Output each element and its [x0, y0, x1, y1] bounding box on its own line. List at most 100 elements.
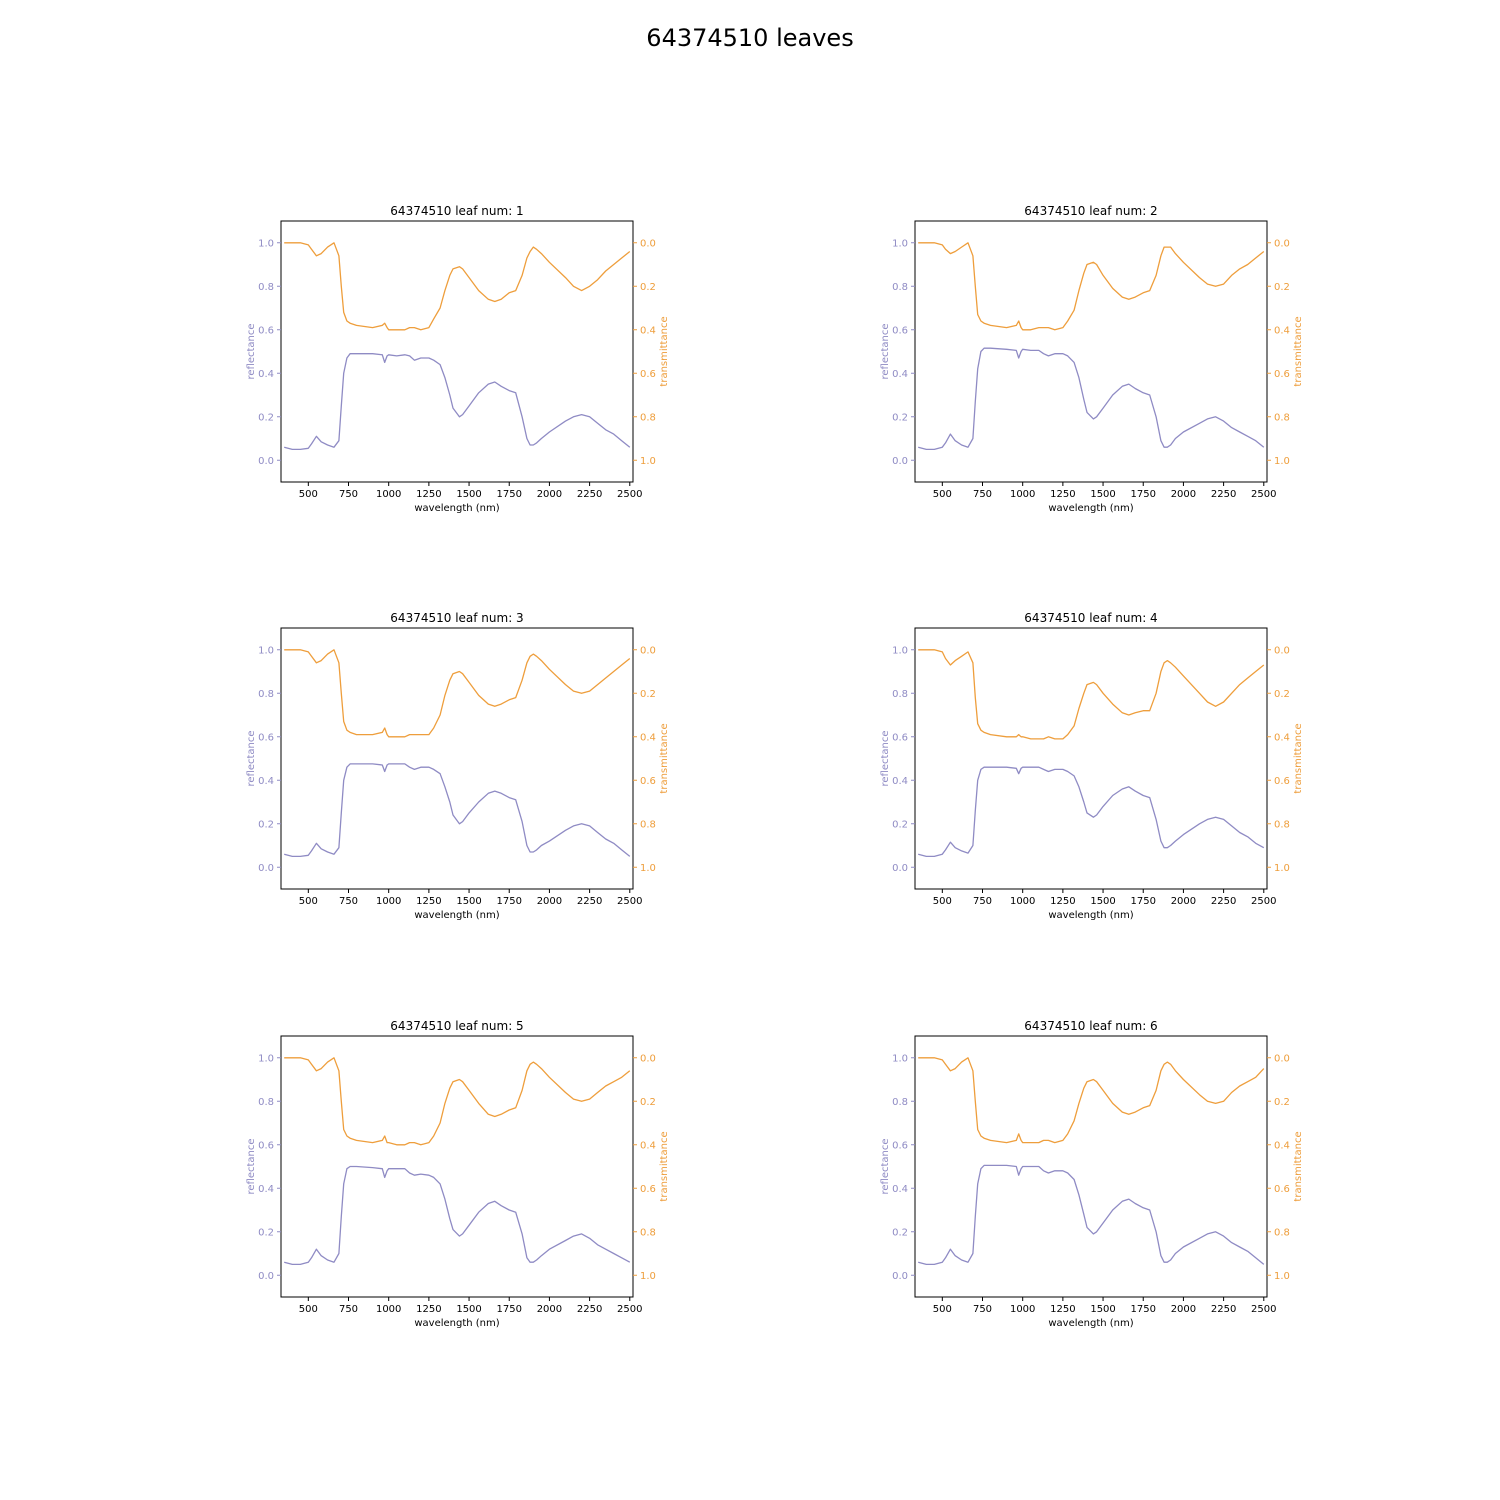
y-tick-label: 0.4	[892, 1184, 908, 1195]
y-tick-label: 0.8	[258, 282, 274, 293]
y-tick-label: 0.8	[892, 282, 908, 293]
x-tick-label: 2000	[537, 1304, 562, 1315]
reflectance-line	[284, 1165, 631, 1266]
y-tick-label: 0.4	[892, 369, 908, 380]
plot-frame	[914, 627, 1268, 890]
y2-axis-label: transmittance	[1293, 316, 1304, 386]
y2-axis-label: transmittance	[1293, 723, 1304, 793]
transmittance-line	[284, 242, 631, 331]
y2-tick-label: 0.0	[1274, 1053, 1290, 1064]
reflectance-line	[918, 347, 1265, 451]
y2-tick-label: 0.0	[640, 238, 656, 249]
y2-tick-label: 0.2	[640, 282, 656, 293]
y-tick-label: 0.0	[892, 456, 908, 467]
y-tick-label: 1.0	[258, 645, 274, 656]
plot-frame	[914, 220, 1268, 483]
y-axis-label: reflectance	[880, 323, 891, 379]
y-tick-label: 1.0	[258, 1053, 274, 1064]
y-tick-label: 1.0	[258, 238, 274, 249]
y2-tick-label: 0.8	[1274, 819, 1290, 830]
y-tick-label: 1.0	[892, 238, 908, 249]
x-tick-label: 500	[933, 896, 952, 907]
x-axis-label: wavelength (nm)	[414, 910, 499, 921]
y-tick-label: 0.2	[258, 1227, 274, 1238]
x-tick-label: 1500	[1090, 1304, 1115, 1315]
y2-tick-label: 0.6	[640, 369, 656, 380]
transmittance-line	[918, 242, 1265, 331]
y2-tick-label: 0.4	[1274, 325, 1290, 336]
x-axis-label: wavelength (nm)	[414, 1318, 499, 1329]
x-tick-label: 1000	[1010, 489, 1035, 500]
subplot-6: 64374510 leaf num: 6 500 750 1000 1250 1500 17…	[880, 1019, 1304, 1329]
y-tick-label: 0.8	[258, 689, 274, 700]
y2-tick-label: 0.2	[640, 1097, 656, 1108]
x-tick-label: 1500	[456, 489, 481, 500]
x-axis-label: wavelength (nm)	[414, 503, 499, 514]
y2-tick-label: 0.2	[640, 689, 656, 700]
x-tick-label: 1000	[376, 489, 401, 500]
x-tick-label: 2000	[1171, 1304, 1196, 1315]
y-tick-label: 0.6	[892, 325, 908, 336]
subplot-1: 64374510 leaf num: 1 500 750 1000 1250 1500 17…	[246, 204, 670, 514]
y2-axis-label: transmittance	[659, 1131, 670, 1201]
x-tick-label: 1750	[497, 1304, 522, 1315]
y2-tick-label: 0.6	[1274, 1184, 1290, 1195]
y2-axis-label: transmittance	[659, 316, 670, 386]
figure-title: 64374510 leaves	[646, 24, 854, 52]
y-tick-label: 0.8	[892, 689, 908, 700]
y-tick-label: 0.4	[258, 1184, 274, 1195]
y2-tick-label: 0.6	[640, 1184, 656, 1195]
x-tick-label: 2250	[577, 489, 602, 500]
subplot-3: 64374510 leaf num: 3 500 750 1000 1250 1500 17…	[246, 611, 670, 921]
y2-tick-label: 1.0	[640, 456, 656, 467]
y-tick-label: 1.0	[892, 1053, 908, 1064]
y2-tick-label: 1.0	[1274, 863, 1290, 874]
x-tick-label: 1250	[416, 1304, 441, 1315]
y-axis-label: reflectance	[880, 1138, 891, 1194]
x-tick-label: 1250	[416, 489, 441, 500]
subplot-title: 64374510 leaf num: 1	[390, 204, 523, 218]
y2-tick-label: 0.6	[640, 776, 656, 787]
x-tick-label: 750	[973, 1304, 992, 1315]
x-tick-label: 1500	[456, 896, 481, 907]
x-tick-label: 500	[933, 1304, 952, 1315]
y2-tick-label: 1.0	[640, 863, 656, 874]
plot-frame	[914, 1035, 1268, 1298]
y-tick-label: 0.2	[258, 819, 274, 830]
y-tick-label: 0.2	[892, 819, 908, 830]
x-tick-label: 750	[973, 489, 992, 500]
y-tick-label: 0.6	[892, 732, 908, 743]
x-tick-label: 2000	[1171, 489, 1196, 500]
x-tick-label: 1500	[1090, 896, 1115, 907]
y-tick-label: 0.8	[892, 1097, 908, 1108]
x-tick-label: 1000	[376, 896, 401, 907]
y-axis-label: reflectance	[246, 323, 257, 379]
x-tick-label: 750	[339, 489, 358, 500]
x-tick-label: 1250	[1050, 489, 1075, 500]
x-tick-label: 500	[299, 1304, 318, 1315]
y2-tick-label: 0.0	[1274, 645, 1290, 656]
x-tick-label: 2000	[537, 489, 562, 500]
x-tick-label: 1750	[497, 489, 522, 500]
y-tick-label: 0.6	[258, 325, 274, 336]
reflectance-line	[918, 766, 1265, 858]
x-tick-label: 2250	[1211, 1304, 1236, 1315]
x-tick-label: 2250	[577, 1304, 602, 1315]
y2-tick-label: 1.0	[1274, 1271, 1290, 1282]
x-tick-label: 2500	[1251, 1304, 1276, 1315]
x-tick-label: 500	[299, 896, 318, 907]
y2-tick-label: 0.8	[1274, 412, 1290, 423]
y-axis-label: reflectance	[246, 1138, 257, 1194]
y-tick-label: 0.6	[892, 1140, 908, 1151]
reflectance-line	[284, 353, 631, 451]
y2-tick-label: 1.0	[1274, 456, 1290, 467]
y2-axis-label: transmittance	[1293, 1131, 1304, 1201]
y-tick-label: 0.4	[892, 776, 908, 787]
y2-tick-label: 0.4	[1274, 732, 1290, 743]
x-tick-label: 1000	[1010, 896, 1035, 907]
x-tick-label: 1500	[1090, 489, 1115, 500]
subplot-title: 64374510 leaf num: 5	[390, 1019, 523, 1033]
x-axis-label: wavelength (nm)	[1048, 503, 1133, 514]
y2-tick-label: 0.4	[640, 325, 656, 336]
